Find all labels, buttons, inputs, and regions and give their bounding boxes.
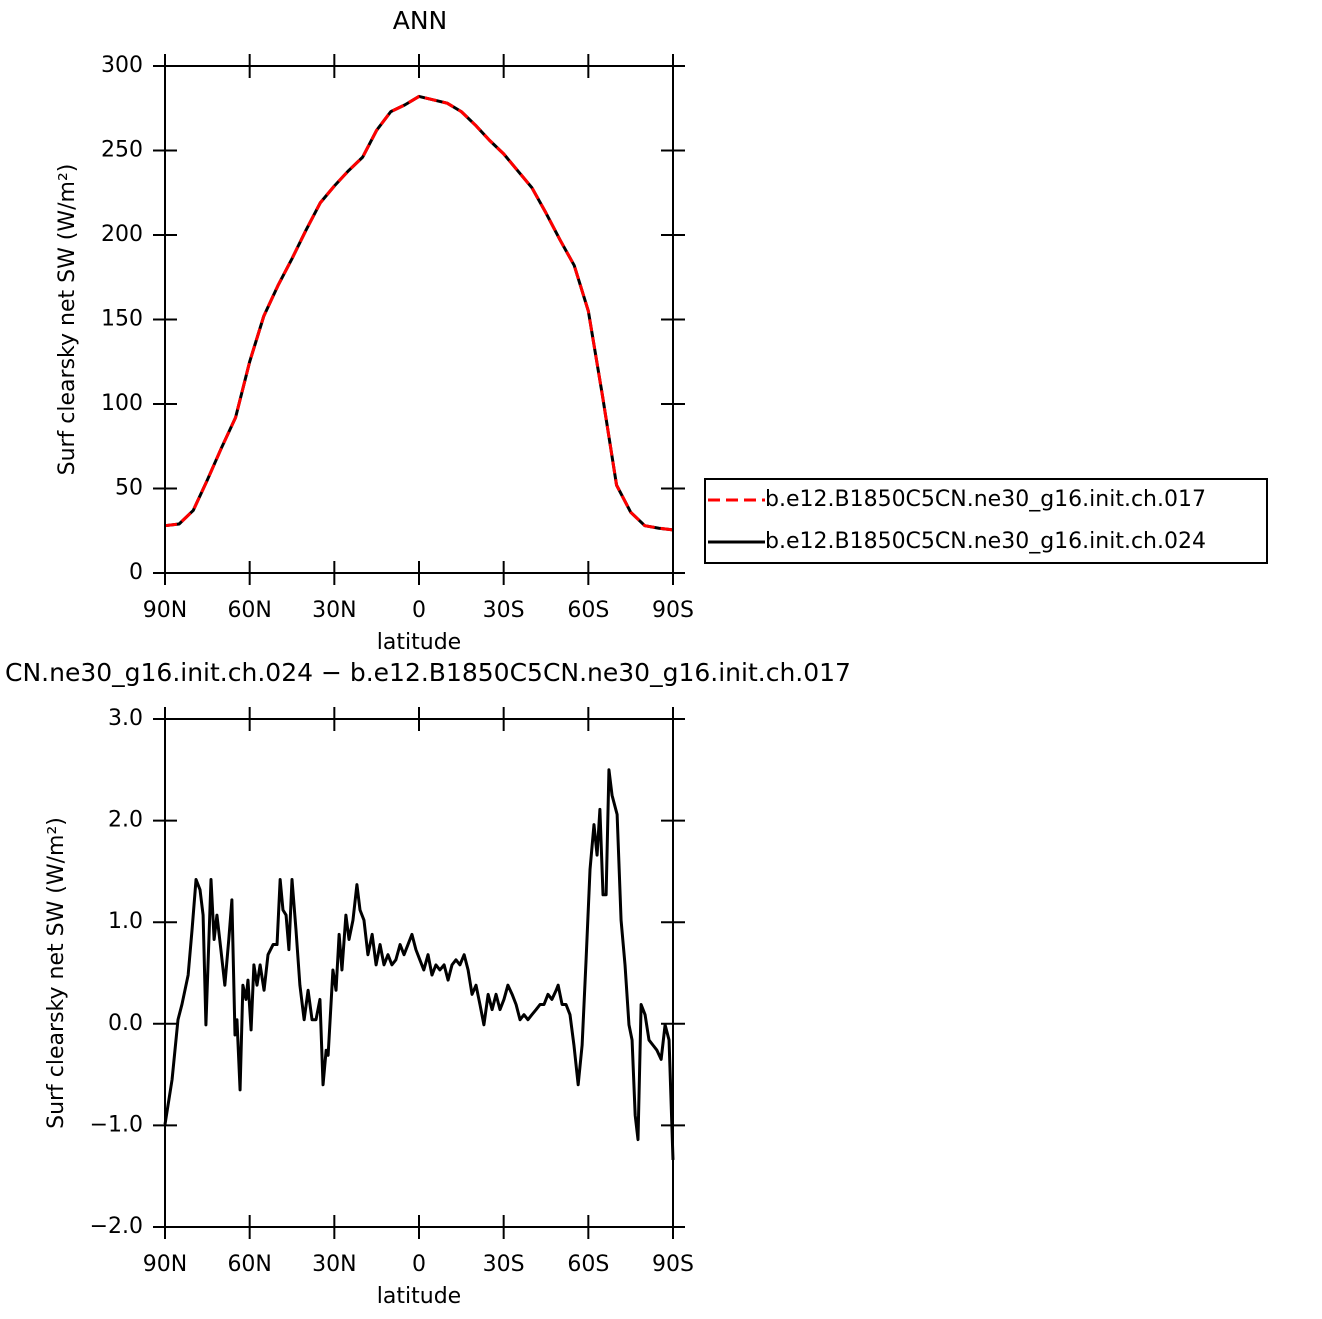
y-tick-label: 150 — [101, 307, 143, 332]
x-tick-label: 90N — [143, 598, 187, 623]
y-axis-label: Surf clearsky net SW (W/m²) — [44, 817, 69, 1129]
chart-title: ANN — [393, 6, 448, 35]
x-tick-label: 90N — [143, 1252, 187, 1277]
legend: b.e12.B1850C5CN.ne30_g16.init.ch.017 b.e1… — [704, 478, 1268, 564]
y-tick-label: 0 — [129, 560, 143, 585]
y-tick-label: 2.0 — [108, 808, 143, 833]
x-tick-label: 0 — [412, 1252, 426, 1277]
y-tick-label: 0.0 — [108, 1011, 143, 1036]
x-tick-label: 30N — [312, 1252, 356, 1277]
data-line — [164, 94, 674, 532]
y-tick-label: −2.0 — [90, 1214, 143, 1239]
y-tick-label: 300 — [101, 53, 143, 78]
x-tick-label: 30N — [312, 598, 356, 623]
y-tick-label: 250 — [101, 138, 143, 163]
y-tick-label: 100 — [101, 391, 143, 416]
plot-frame — [164, 65, 674, 574]
y-tick-label: −1.0 — [90, 1112, 143, 1137]
y-axis-label: Surf clearsky net SW (W/m²) — [55, 164, 80, 476]
data-line — [163, 768, 675, 1160]
x-tick-label: 90S — [652, 598, 694, 623]
data-line — [164, 94, 674, 532]
x-axis-label: latitude — [377, 630, 461, 655]
y-tick-label: 200 — [101, 222, 143, 247]
x-tick-label: 60N — [227, 598, 271, 623]
x-tick-label: 90S — [652, 1252, 694, 1277]
y-tick-label: 3.0 — [108, 706, 143, 731]
legend-label: b.e12.B1850C5CN.ne30_g16.init.ch.017 — [765, 487, 1206, 512]
x-tick-label: 60N — [227, 1252, 271, 1277]
chart-title: CN.ne30_g16.init.ch.024 − b.e12.B1850C5C… — [5, 658, 851, 687]
y-tick-label: 50 — [115, 476, 143, 501]
legend-box — [704, 478, 1268, 564]
legend-label: b.e12.B1850C5CN.ne30_g16.init.ch.024 — [765, 529, 1206, 554]
x-tick-label: 60S — [567, 598, 609, 623]
x-axis-label: latitude — [377, 1284, 461, 1309]
x-tick-label: 30S — [483, 598, 525, 623]
plot-frame — [164, 718, 674, 1228]
x-tick-label: 0 — [412, 598, 426, 623]
y-tick-label: 1.0 — [108, 909, 143, 934]
x-tick-label: 30S — [483, 1252, 525, 1277]
x-tick-label: 60S — [567, 1252, 609, 1277]
